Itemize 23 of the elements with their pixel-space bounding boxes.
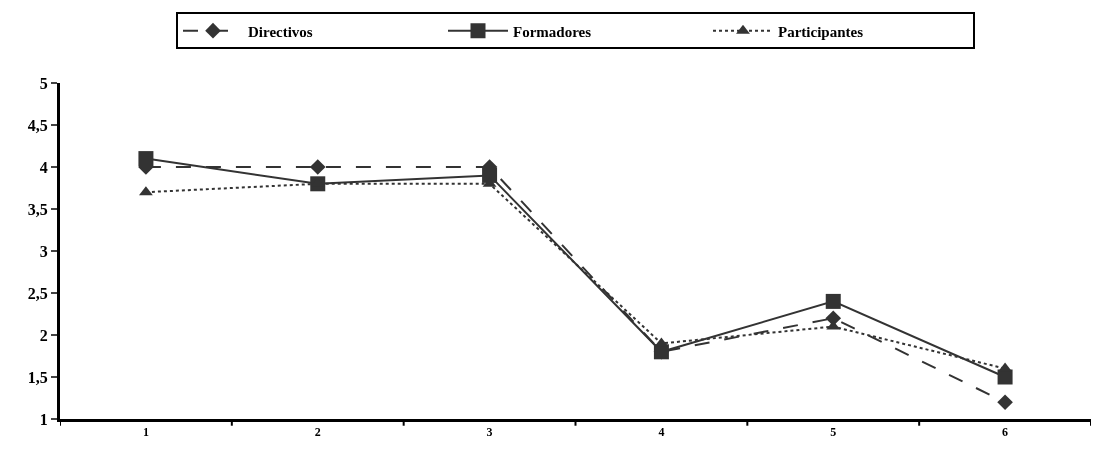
x-tick-label: 2 [314,425,321,440]
x-tick-label: 4 [658,425,665,440]
y-tick-label: 4,5 [27,116,48,134]
y-tick-label: 2 [39,326,48,344]
y-tick-label: 4 [39,158,48,176]
x-tick-label: 3 [486,425,493,440]
x-tick-label: 6 [1002,425,1009,440]
legend-label: Directivos [248,23,313,40]
y-tick-label: 3 [39,242,48,260]
y-tick-label: 1 [39,410,48,428]
y-tick-label: 1,5 [27,368,48,386]
x-tick-label: 1 [142,425,149,440]
legend-label: Participantes [778,23,864,40]
legend-label: Formadores [513,23,592,40]
point [482,167,498,183]
point [138,151,154,167]
y-tick-label: 2,5 [27,284,48,302]
y-tick-label: 3,5 [27,200,48,218]
point [309,159,326,175]
point [825,293,841,309]
y-tick-label: 5 [39,74,48,92]
x-tick-label: 5 [830,425,837,440]
point [997,394,1013,410]
